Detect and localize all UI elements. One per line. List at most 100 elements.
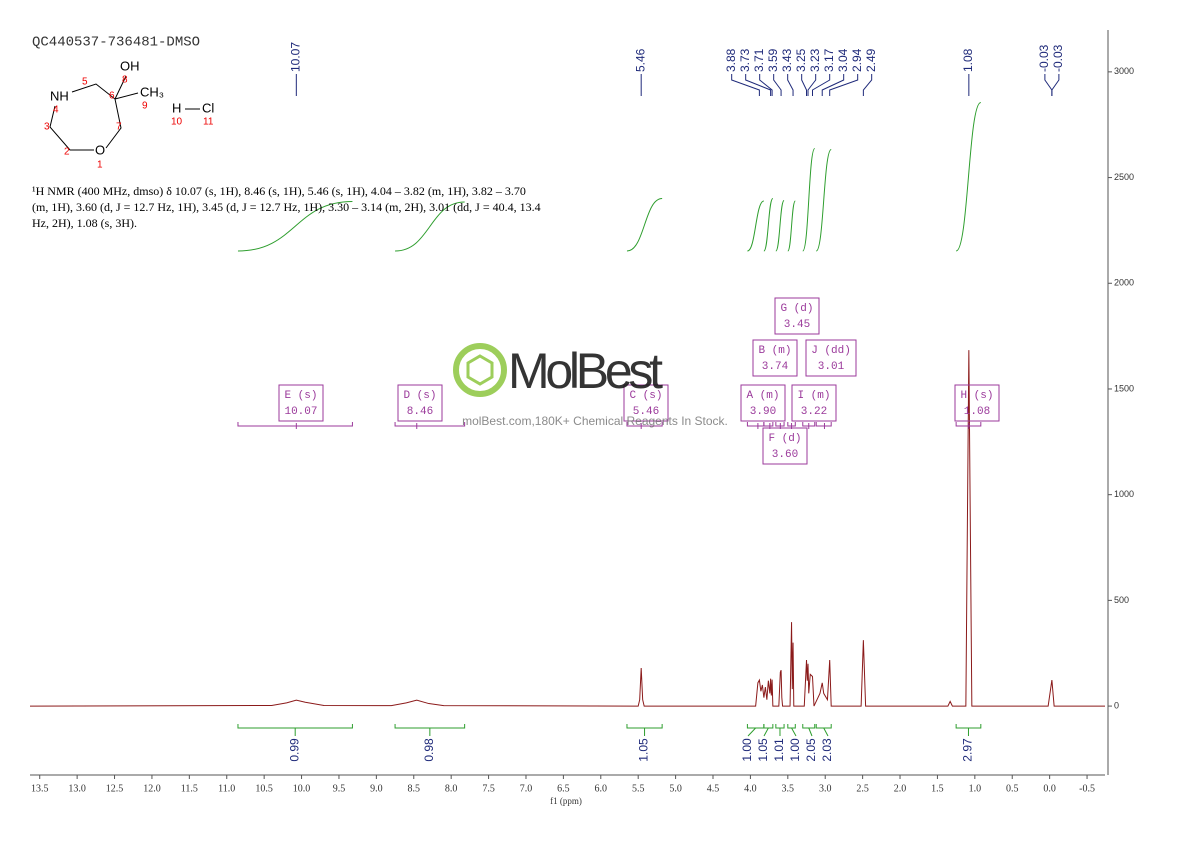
multiplet-shift-label: 3.60 <box>772 449 798 461</box>
x-tick-label: 4.5 <box>707 783 720 794</box>
peak-connector <box>731 74 760 96</box>
integral-curve <box>955 102 982 252</box>
multiplet-range <box>237 422 353 427</box>
chart-title: QC440537-736481-DMSO <box>32 35 200 51</box>
integral-label: 1.01 <box>772 738 786 762</box>
x-tick-label: 8.0 <box>445 783 458 794</box>
peak-label: 3.43 <box>780 48 794 72</box>
multiplet-shift-label: 8.46 <box>407 406 433 418</box>
watermark-brand: MolBest <box>508 343 663 399</box>
atom: CH₃ <box>140 84 164 99</box>
bond <box>49 105 94 151</box>
multiplet-label: D (s) <box>403 390 436 402</box>
y-tick-label: 2500 <box>1114 172 1134 182</box>
integral-label: 2.97 <box>961 738 975 762</box>
x-tick-label: 10.0 <box>293 783 311 794</box>
integral-bar <box>237 724 353 736</box>
multiplet-label: H (s) <box>960 390 993 402</box>
atom-number: 8 <box>122 75 128 86</box>
multiplet-shift-label: 3.22 <box>801 406 827 418</box>
x-tick-label: 2.5 <box>856 783 869 794</box>
x-tick-label: 1.0 <box>969 783 982 794</box>
x-axis-label: f1 (ppm) <box>550 796 582 806</box>
peak-connector <box>862 74 873 96</box>
integral-label: 1.05 <box>756 738 770 762</box>
integral-label: 1.00 <box>740 738 754 762</box>
peak-connector <box>821 74 845 96</box>
peak-label: 3.23 <box>808 48 822 72</box>
peak-label: 2.49 <box>864 48 878 72</box>
x-tick-label: 8.5 <box>408 783 421 794</box>
multiplet-label: I (m) <box>797 390 830 402</box>
multiplet-shift-label: 1.08 <box>964 406 990 418</box>
integral-label: 1.05 <box>637 738 651 762</box>
x-tick-label: 7.0 <box>520 783 533 794</box>
y-tick-label: 1500 <box>1114 383 1134 393</box>
integral-bar <box>626 724 663 736</box>
multiplet-box <box>278 384 324 422</box>
atoms: OH 8 5 6 CH₃ 9 NH 4 3 7 2 O 1 H Cl 10 11 <box>44 58 214 170</box>
atom-number: 5 <box>82 77 88 88</box>
peak-connector <box>811 74 831 96</box>
multiplet-box <box>752 339 798 377</box>
multiplet-box <box>740 384 786 422</box>
spectrum <box>29 350 1105 707</box>
description: ¹H NMR (400 MHz, dmso) δ 10.07 (s, 1H), … <box>32 183 541 231</box>
peak-label: -0.03 <box>1051 44 1065 72</box>
multiplet-shift-label: 3.74 <box>762 361 789 373</box>
multiplet-box <box>762 427 808 465</box>
atom: OH <box>120 58 140 73</box>
atom-number: 11 <box>203 117 214 128</box>
peak-label: 2.94 <box>850 48 864 72</box>
x-tick-label: 9.5 <box>333 783 346 794</box>
peak-label: 1.08 <box>961 48 975 72</box>
multiplet-label: B (m) <box>758 345 791 357</box>
atom-number: 7 <box>116 122 122 133</box>
multiplet-shift-label: 3.45 <box>784 319 810 331</box>
integral-curve <box>395 201 465 252</box>
description-line: ¹H NMR (400 MHz, dmso) δ 10.07 (s, 1H), … <box>32 184 526 198</box>
x-tick-label: 3.5 <box>782 783 795 794</box>
integral-label: 0.98 <box>422 738 436 762</box>
integral-bar <box>746 724 765 737</box>
multiplet-range <box>394 422 466 427</box>
integral-label: 0.99 <box>287 738 301 762</box>
peak-connector <box>1044 74 1053 96</box>
multiplet-box <box>397 384 443 422</box>
multiplet-range <box>626 422 663 427</box>
y-tick-label: 0 <box>1114 700 1119 710</box>
multiplet-box <box>791 384 837 422</box>
atom-number: 9 <box>142 101 148 112</box>
multiplet-label: C (s) <box>629 390 662 402</box>
integral-curve <box>237 201 353 252</box>
bond <box>114 92 139 100</box>
multiplet-box <box>954 384 1000 422</box>
atom-number: 2 <box>64 147 70 158</box>
y-tick-label: 3000 <box>1114 66 1134 76</box>
peak-connector <box>759 74 773 96</box>
atom: NH <box>50 88 69 103</box>
x-tick-label: 9.0 <box>370 783 383 794</box>
x-tick-label: 5.0 <box>669 783 682 794</box>
integral-bar <box>763 724 774 737</box>
integral-curve <box>775 200 785 252</box>
atom-number: 4 <box>53 105 59 116</box>
x-tick-label: 3.0 <box>819 783 832 794</box>
y-tick-label: 1000 <box>1114 489 1134 499</box>
peak-connector <box>745 74 772 96</box>
multiplet-box <box>774 297 820 335</box>
integral-bar <box>394 724 466 736</box>
atom-number: 6 <box>109 91 115 102</box>
x-tick-label: 6.0 <box>595 783 608 794</box>
multiplet-range <box>746 422 765 427</box>
multiplet-label: E (s) <box>284 390 317 402</box>
x-tick-label: 0.0 <box>1043 783 1056 794</box>
atom: Cl <box>202 100 214 115</box>
peak-connector <box>773 74 782 96</box>
peak-label: 3.04 <box>836 48 850 72</box>
logo <box>466 354 494 386</box>
peak-label: 3.59 <box>766 48 780 72</box>
multiplet-label: F (d) <box>768 433 801 445</box>
